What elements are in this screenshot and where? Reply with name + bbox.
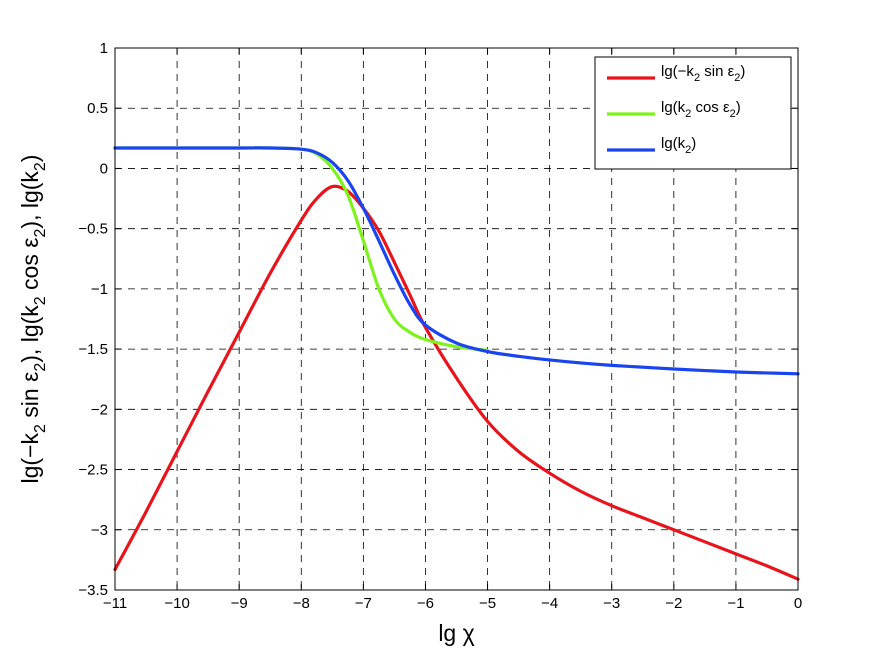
x-axis-label: lg χ xyxy=(438,620,474,646)
y-tick-label: −2 xyxy=(91,401,108,418)
y-axis-label: lg(−k2 sin ε2), lg(k2 cos ε2), lg(k2) xyxy=(17,155,49,484)
series-group xyxy=(113,146,800,581)
x-tick-label: −4 xyxy=(541,595,558,612)
x-tick-label: −11 xyxy=(103,595,127,612)
x-tick-label: −7 xyxy=(355,595,372,612)
y-tick-label: −1 xyxy=(91,281,108,298)
x-tick-label: −10 xyxy=(164,595,189,612)
x-tick-label: −5 xyxy=(479,595,496,612)
legend-entry-neg-k2-sin: lg(−k2 sin ε2) xyxy=(661,63,745,84)
x-tick-label: −3 xyxy=(603,595,620,612)
legend: lg(−k2 sin ε2) lg(k2 cos ε2) lg(k2) xyxy=(594,56,792,170)
y-tick-label: 0 xyxy=(100,160,108,177)
y-tick-label: −3 xyxy=(91,522,108,539)
y-tick-label: −0.5 xyxy=(78,221,108,238)
x-tick-label: 0 xyxy=(794,595,802,612)
x-tick-label: −9 xyxy=(231,595,248,612)
plot-frame xyxy=(114,47,799,591)
series-line-neg-k2-sin xyxy=(113,184,800,581)
x-tick-label: −6 xyxy=(417,595,434,612)
y-tick-label: −3.5 xyxy=(78,582,108,599)
series-line-k2 xyxy=(113,146,800,376)
ticks: −11 −10 −9 −8 −7 −6 −5 −4 −3 −2 −1 010.50−0.5−1−1.5… xyxy=(78,40,802,612)
y-tick-label: 0.5 xyxy=(87,100,108,117)
y-tick-label: −1.5 xyxy=(78,341,108,358)
legend-entry-k2: lg(k2) xyxy=(661,135,696,156)
x-tick-label: −1 xyxy=(727,595,744,612)
legend-entry-k2-cos: lg(k2 cos ε2) xyxy=(661,99,741,120)
x-tick-label: −2 xyxy=(665,595,682,612)
y-tick-label: −2.5 xyxy=(78,462,108,479)
y-tick-label: 1 xyxy=(100,40,108,57)
x-tick-label: −8 xyxy=(293,595,310,612)
